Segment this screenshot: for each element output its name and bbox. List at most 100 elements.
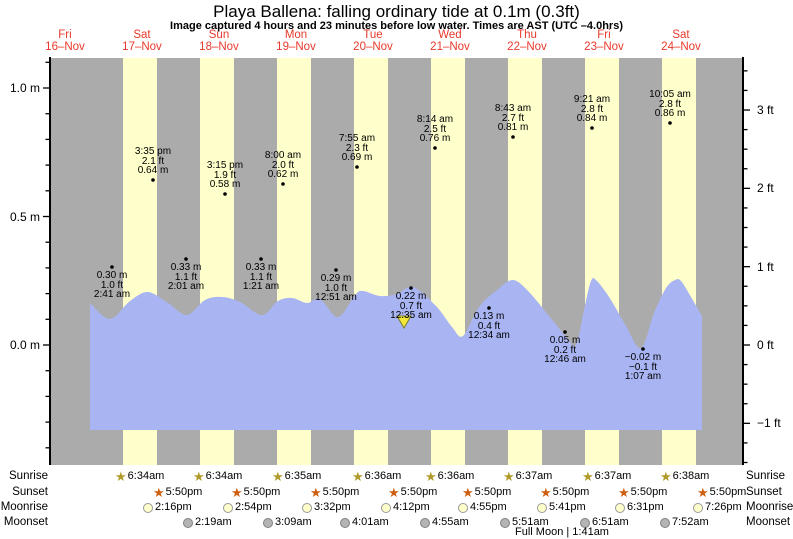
low-tide-annotation: 0.22 m 0.7 ft 12:35 am xyxy=(390,291,432,321)
day-label: Sat 24–Nov xyxy=(646,29,716,53)
sunrise-star-icon: ★ xyxy=(272,469,284,484)
right-axis-label: 0 ft xyxy=(757,338,774,352)
sunset-time: 5:50pm xyxy=(165,486,203,498)
sunset-entry: ★ 5:50pm xyxy=(388,485,437,500)
day-label: Fri 16–Nov xyxy=(30,29,100,53)
day-label: Wed 21–Nov xyxy=(415,29,485,53)
day-name: Thu xyxy=(517,29,537,41)
low-tide-annotation: 0.30 m 1.0 ft 2:41 am xyxy=(93,270,131,300)
day-date: 17–Nov xyxy=(122,40,162,53)
left-axis-label: 0.0 m xyxy=(9,338,40,352)
low-tide-annotation: 0.13 m 0.4 ft 12:34 am xyxy=(468,311,510,341)
day-name: Sat xyxy=(672,29,690,41)
sunrise-time: 6:35am xyxy=(284,470,322,482)
sunset-entry: ★ 5:50pm xyxy=(231,485,280,500)
day-label: Thu 22–Nov xyxy=(492,29,562,53)
low-tide-dot xyxy=(641,347,645,351)
sunset-time: 5:50pm xyxy=(552,486,590,498)
moonrise-time: 7:26pm xyxy=(705,501,742,513)
sunrise-time: 6:38am xyxy=(672,470,710,482)
day-date: 20–Nov xyxy=(353,40,393,53)
day-name: Wed xyxy=(438,29,462,41)
sunset-entry: ★ 5:50pm xyxy=(153,485,202,500)
high-tide-dot xyxy=(223,192,227,196)
high-tide-annotation: 8:43 am 2.7 ft 0.81 m xyxy=(494,103,532,133)
moonrise-circle-icon xyxy=(458,502,468,513)
low-tide-annotation: 0.05 m 0.2 ft 12:46 am xyxy=(544,335,586,365)
sunset-entry: ★ 5:50pm xyxy=(697,485,746,500)
day-date: 18–Nov xyxy=(199,40,239,53)
sunrise-entry: ★ 6:38am xyxy=(660,469,709,484)
moonset-circle-icon xyxy=(263,517,273,528)
moonset-entry: 3:09am xyxy=(263,515,312,530)
moonrise-circle-icon xyxy=(223,502,233,513)
day-name: Sun xyxy=(208,29,230,41)
day-name: Tue xyxy=(363,29,383,41)
moonset-time: 4:01am xyxy=(352,516,389,528)
sunset-star-icon: ★ xyxy=(310,485,322,500)
right-axis-label: 1 ft xyxy=(757,259,774,274)
day-label: Sat 17–Nov xyxy=(107,29,177,53)
sunrise-star-icon: ★ xyxy=(352,469,364,484)
page-title: Playa Ballena: falling ordinary tide at … xyxy=(213,2,580,21)
day-label: Tue 20–Nov xyxy=(338,29,408,53)
high-tide-dot xyxy=(668,121,672,125)
moonrise-entry: 4:55pm xyxy=(458,500,507,515)
day-name: Sat xyxy=(133,29,151,41)
right-axis-label: 3 ft xyxy=(757,103,774,117)
sunrise-star-icon: ★ xyxy=(115,469,127,484)
moonrise-circle-icon xyxy=(302,502,312,513)
moonrise-time: 4:55pm xyxy=(470,501,507,513)
moonrise-entry: 2:16pm xyxy=(143,500,192,515)
sunset-entry: ★ 5:50pm xyxy=(310,485,359,500)
moonrise-entry: 3:32pm xyxy=(302,500,351,515)
day-name: Mon xyxy=(284,29,308,41)
row-label-right-moonset: Moonset xyxy=(746,516,791,528)
low-tide-dot xyxy=(334,268,338,272)
sunset-entry: ★ 5:50pm xyxy=(618,485,667,500)
sunset-star-icon: ★ xyxy=(388,485,400,500)
day-name: Fri xyxy=(597,29,611,41)
low-tide-dot xyxy=(409,286,413,290)
sunrise-entry: ★ 6:37am xyxy=(582,469,631,484)
sunrise-time: 6:37am xyxy=(515,470,553,482)
sunrise-time: 6:36am xyxy=(437,470,475,482)
moonrise-entry: 2:54pm xyxy=(223,500,272,515)
sunset-star-icon: ★ xyxy=(540,485,552,500)
moonset-time: 4:55am xyxy=(432,516,469,528)
row-label-left-sunrise: Sunrise xyxy=(9,470,48,482)
moonrise-time: 2:16pm xyxy=(155,501,192,513)
sunrise-star-icon: ★ xyxy=(582,469,594,484)
moonset-time: 5:51am xyxy=(512,516,549,528)
moonrise-circle-icon xyxy=(615,502,625,513)
low-tide-dot xyxy=(563,330,567,334)
sunset-star-icon: ★ xyxy=(153,485,165,500)
moonset-entry: 6:51am xyxy=(580,515,629,530)
high-tide-annotation: 8:14 am 2.5 ft 0.76 m xyxy=(416,114,454,144)
capture-note: Image captured 4 hours and 23 minutes be… xyxy=(170,20,623,32)
day-date: 24–Nov xyxy=(661,40,701,53)
row-label-left-moonrise: Moonrise xyxy=(0,501,48,513)
moonrise-circle-icon xyxy=(143,502,153,513)
moonset-entry: 5:51am xyxy=(500,515,549,530)
day-label: Sun 18–Nov xyxy=(184,29,254,53)
sunrise-star-icon: ★ xyxy=(193,469,205,484)
moonset-circle-icon xyxy=(183,517,193,528)
sunset-time: 5:50pm xyxy=(474,486,512,498)
row-label-right-moonrise: Moonrise xyxy=(746,501,793,513)
sunrise-star-icon: ★ xyxy=(425,469,437,484)
sunrise-time: 6:34am xyxy=(205,470,243,482)
high-tide-annotation: 7:55 am 2.3 ft 0.69 m xyxy=(338,133,376,163)
moonset-entry: 4:01am xyxy=(340,515,389,530)
row-label-right-sunset: Sunset xyxy=(746,486,782,498)
high-tide-annotation: 3:35 pm 2.1 ft 0.64 m xyxy=(134,146,172,176)
moonset-time: 7:52am xyxy=(672,516,709,528)
sunrise-entry: ★ 6:37am xyxy=(503,469,552,484)
tide-water-area xyxy=(90,277,702,430)
left-axis-label: 0.5 m xyxy=(9,209,40,224)
sunrise-entry: ★ 6:36am xyxy=(352,469,401,484)
moonrise-circle-icon xyxy=(381,502,391,513)
right-axis-label: −1 ft xyxy=(757,416,781,431)
